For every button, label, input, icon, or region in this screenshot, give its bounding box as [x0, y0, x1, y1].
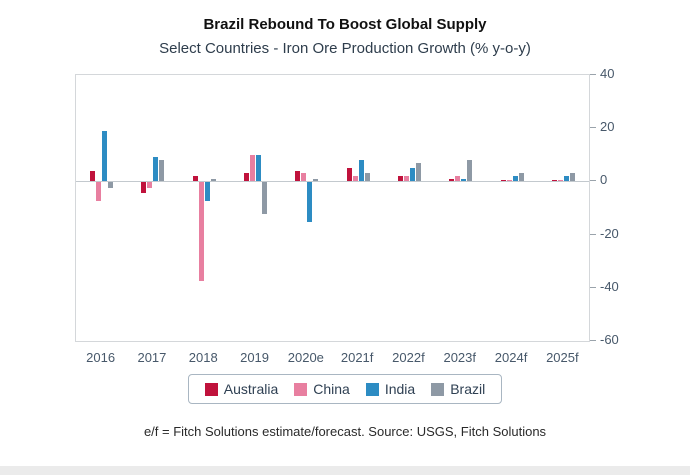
bar-india-2018: [204, 182, 210, 201]
bar-brazil-2022f: [415, 162, 421, 182]
bar-india-2023f: [461, 178, 467, 182]
bar-brazil-2019: [262, 182, 268, 215]
legend: Australia China India Brazil: [187, 374, 503, 404]
bar-australia-2021f: [346, 168, 352, 182]
y-tick-mark--60: [590, 340, 596, 341]
zero-line: [76, 180, 589, 182]
bar-china-2016: [96, 182, 102, 201]
bar-australia-2023f: [449, 178, 455, 182]
y-tick-label--60: -60: [600, 332, 619, 347]
x-axis-label-2025f: 2025f: [546, 350, 579, 365]
bar-brazil-2023f: [467, 160, 473, 182]
y-tick-label-40: 40: [600, 66, 615, 81]
bar-china-2024f: [506, 180, 512, 182]
x-axis-label-2017: 2017: [137, 350, 167, 365]
bar-india-2025f: [563, 176, 569, 182]
x-axis-label-2016: 2016: [86, 350, 116, 365]
legend-item-india: India: [365, 381, 416, 397]
bar-china-2025f: [557, 180, 563, 182]
bar-china-2017: [147, 182, 153, 188]
bar-india-2020e: [307, 182, 313, 223]
bar-australia-2025f: [551, 180, 557, 182]
bar-brazil-2017: [159, 160, 165, 182]
bar-brazil-2016: [108, 182, 114, 188]
x-axis-label-2019: 2019: [240, 350, 270, 365]
legend-label-china: China: [313, 381, 350, 397]
x-axis-label-2018: 2018: [188, 350, 218, 365]
bar-australia-2019: [244, 173, 250, 182]
bar-india-2021f: [358, 160, 364, 182]
legend-item-brazil: Brazil: [431, 381, 485, 397]
bar-india-2019: [256, 154, 262, 182]
legend-swatch-brazil: [431, 382, 445, 396]
bar-india-2016: [102, 130, 108, 182]
y-tick-mark-20: [590, 127, 596, 129]
y-tick-mark--20: [590, 233, 596, 235]
bar-china-2018: [198, 182, 204, 281]
y-tick-mark-0: [590, 180, 596, 182]
chart-subtitle: Select Countries - Iron Ore Production G…: [159, 40, 531, 57]
legend-label-australia: Australia: [223, 381, 279, 397]
bar-china-2022f: [403, 176, 409, 182]
legend-item-china: China: [294, 381, 350, 397]
chart-title: Brazil Rebound To Boost Global Supply: [203, 16, 487, 33]
bar-australia-2016: [90, 170, 96, 182]
bar-india-2022f: [409, 168, 415, 182]
y-tick-label-0: 0: [600, 172, 608, 188]
legend-item-australia: Australia: [204, 381, 279, 397]
y-tick-label--40: -40: [600, 278, 619, 294]
bar-australia-2017: [141, 182, 147, 194]
x-axis-label-2023f: 2023f: [443, 350, 477, 365]
legend-label-india: India: [384, 381, 416, 397]
bar-brazil-2024f: [518, 173, 524, 182]
y-tick-mark-40: [590, 74, 596, 75]
bar-china-2021f: [352, 176, 358, 182]
legend-swatch-australia: [204, 382, 218, 396]
bar-china-2023f: [455, 176, 461, 182]
bar-australia-2022f: [397, 176, 403, 182]
bar-china-2019: [250, 154, 256, 182]
legend-swatch-china: [294, 382, 308, 396]
chart-footnote: e/f = Fitch Solutions estimate/forecast.…: [143, 424, 547, 439]
bar-india-2017: [153, 157, 159, 182]
page-bottom-edge: [0, 466, 690, 475]
bar-brazil-2025f: [569, 173, 575, 182]
legend-label-brazil: Brazil: [450, 381, 486, 397]
legend-swatch-india: [365, 382, 379, 396]
bar-australia-2018: [192, 176, 198, 182]
bar-australia-2024f: [500, 180, 506, 182]
bar-brazil-2018: [210, 178, 216, 182]
bar-brazil-2020e: [313, 178, 319, 182]
x-axis-label-2021f: 2021f: [340, 350, 374, 365]
x-axis-label-2024f: 2024f: [494, 350, 528, 365]
bar-china-2020e: [301, 173, 307, 182]
bar-australia-2020e: [295, 170, 301, 182]
bar-brazil-2021f: [364, 173, 370, 182]
y-tick-label-20: 20: [600, 119, 615, 135]
legend-row: Australia China India Brazil: [0, 374, 690, 404]
bar-india-2024f: [512, 176, 518, 182]
y-tick-mark--40: [590, 286, 596, 288]
plot-area: [75, 74, 590, 342]
y-tick-label--20: -20: [600, 225, 619, 241]
x-axis-label-2020e: 2020e: [287, 350, 324, 365]
x-axis-label-2022f: 2022f: [392, 350, 425, 365]
